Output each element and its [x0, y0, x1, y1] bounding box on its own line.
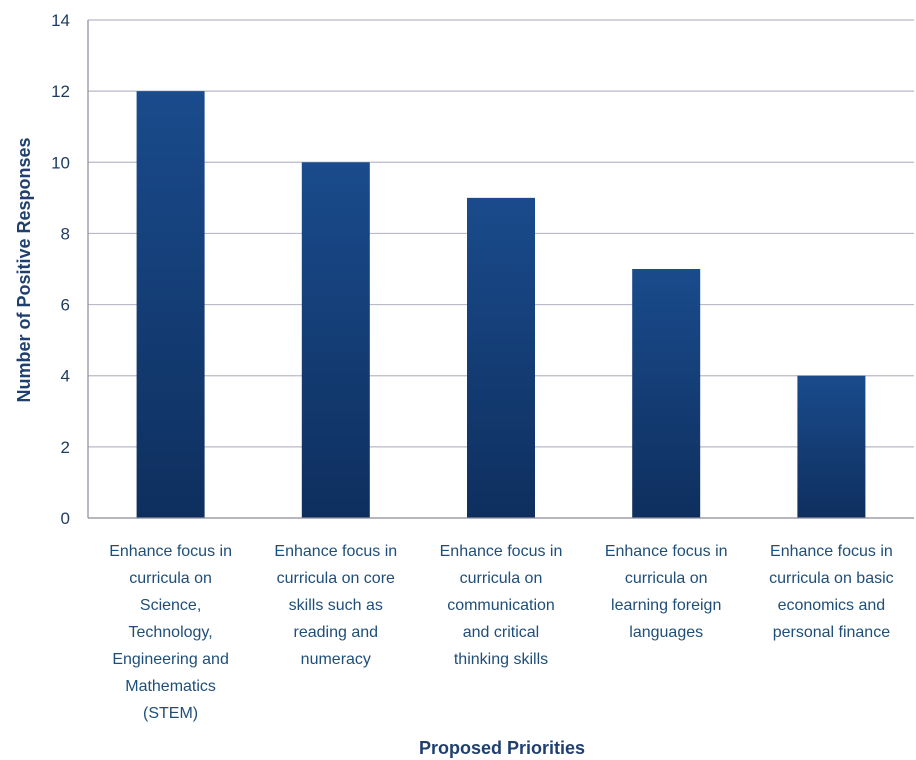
y-tick-label: 6	[61, 296, 70, 315]
y-tick-label: 0	[61, 509, 70, 528]
bar	[632, 269, 701, 518]
x-category-label: Enhance focus in curricula on communicatio…	[440, 543, 563, 668]
y-tick-labels: 0 2 4 6 8 10 12 14	[51, 11, 70, 528]
bar	[797, 375, 866, 518]
x-category-label: Enhance focus in curricula on core skills …	[274, 543, 397, 668]
y-tick-label: 12	[51, 82, 70, 101]
x-category-label: Enhance focus in curricula on basic econom…	[769, 543, 894, 641]
y-axis-title: Number of Positive Responses	[14, 137, 34, 402]
bar	[467, 197, 535, 518]
bar	[301, 162, 370, 519]
y-tick-label: 2	[61, 438, 70, 457]
bars	[136, 91, 866, 519]
x-category-label: Enhance focus in curricula on Science, Tech…	[109, 543, 232, 722]
x-category-label: Enhance focus in curricula on learning for…	[605, 543, 728, 641]
y-tick-label: 8	[61, 224, 70, 243]
y-tick-label: 4	[61, 367, 70, 386]
y-tick-label: 10	[51, 153, 70, 172]
axes	[87, 20, 914, 519]
category-labels: Enhance focus in curricula on Science, Tech…	[109, 543, 893, 722]
y-tick-label: 14	[51, 11, 70, 30]
bar	[136, 91, 205, 519]
x-axis-title: Proposed Priorities	[419, 738, 585, 758]
